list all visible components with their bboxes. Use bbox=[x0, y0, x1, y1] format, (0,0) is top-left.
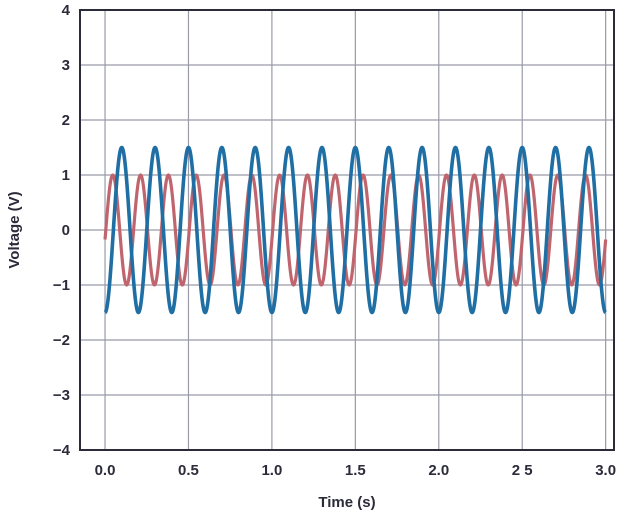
x-tick-label: 3.0 bbox=[595, 462, 616, 479]
x-tick-label: 2.0 bbox=[428, 462, 449, 479]
y-tick-label: 1 bbox=[62, 167, 70, 184]
y-tick-label: −1 bbox=[53, 277, 70, 294]
y-tick-label: −4 bbox=[53, 442, 71, 459]
series-line-2 bbox=[103, 145, 608, 315]
x-axis-title: Time (s) bbox=[318, 494, 375, 511]
x-tick-label: 0.5 bbox=[178, 462, 199, 479]
series-line-1 bbox=[103, 173, 608, 287]
y-tick-label: −3 bbox=[53, 387, 70, 404]
tick-labels: 4 3 2 1 0 −1 −2 −3 −4 0.0 0.5 1.0 1.5 2.0 2 5 3.0 bbox=[53, 2, 616, 479]
series-lines bbox=[103, 145, 608, 315]
y-tick-label: 3 bbox=[62, 57, 70, 74]
y-tick-label: 0 bbox=[62, 222, 70, 239]
y-axis-title: Voltage (V) bbox=[6, 191, 23, 268]
x-tick-label: 2 5 bbox=[512, 462, 533, 479]
x-tick-label: 1.5 bbox=[345, 462, 366, 479]
y-tick-label: −2 bbox=[53, 332, 70, 349]
plot-frame bbox=[79, 9, 615, 451]
x-tick-label: 1.0 bbox=[261, 462, 282, 479]
x-tick-label: 0.0 bbox=[95, 462, 116, 479]
y-tick-label: 2 bbox=[62, 112, 70, 129]
y-tick-label: 4 bbox=[62, 2, 71, 19]
